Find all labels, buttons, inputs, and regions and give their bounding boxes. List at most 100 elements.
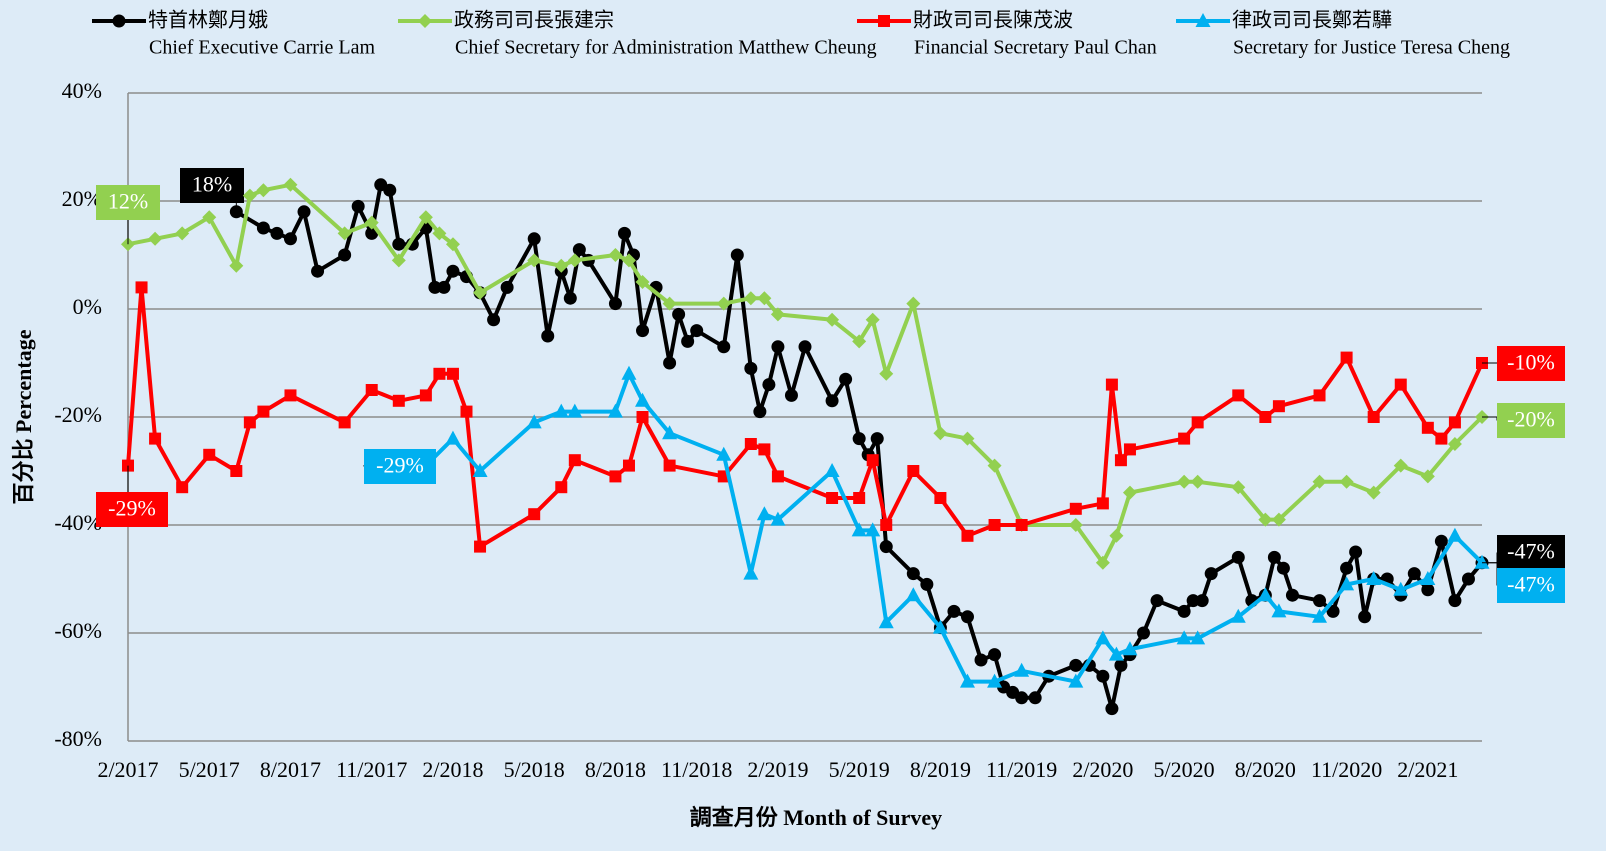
data-point [988, 648, 1002, 662]
data-point [771, 340, 785, 354]
data-point [1394, 378, 1407, 391]
data-point [1285, 588, 1299, 602]
value-label-box [96, 185, 160, 220]
data-point [203, 448, 216, 461]
data-point [961, 529, 974, 542]
data-point [270, 226, 284, 240]
data-point [635, 275, 650, 289]
x-tick-label: 5/2017 [179, 757, 240, 782]
data-point [554, 258, 569, 273]
data-point [744, 361, 758, 375]
x-tick-label: 8/2020 [1235, 757, 1296, 782]
data-point [758, 443, 771, 456]
x-tick-label: 5/2018 [504, 757, 565, 782]
y-axis-title: 百分比 Percentage [11, 329, 36, 504]
data-point [337, 226, 352, 241]
data-point [1150, 594, 1164, 608]
data-point [1231, 550, 1245, 564]
data-point [1312, 608, 1328, 623]
data-point [528, 508, 541, 521]
y-tick-label: -20% [54, 402, 102, 427]
data-point [256, 183, 271, 198]
data-point [743, 291, 758, 306]
data-point [392, 237, 406, 251]
data-point [906, 567, 920, 581]
data-point [1028, 691, 1042, 705]
data-point [1096, 497, 1109, 510]
data-point [1474, 554, 1490, 569]
data-point [1435, 432, 1448, 445]
value-label: -29% [108, 496, 156, 521]
data-point [1105, 378, 1118, 391]
legend-marker [418, 14, 432, 28]
data-point [1420, 469, 1435, 484]
data-point [297, 205, 311, 219]
label-leader [1482, 362, 1498, 364]
y-tick-label: -80% [54, 726, 102, 751]
data-point [1421, 421, 1434, 434]
data-point [1271, 603, 1287, 618]
value-label: 12% [108, 189, 148, 214]
data-point [866, 454, 879, 467]
value-label: -10% [1507, 350, 1555, 375]
data-point [690, 324, 704, 338]
data-point [959, 673, 975, 688]
data-point [433, 367, 446, 380]
value-label-box [96, 492, 168, 527]
data-point [607, 403, 623, 418]
legend-label-en: Chief Secretary for Administration Matth… [455, 37, 877, 59]
data-point [852, 432, 866, 446]
data-point [1448, 416, 1461, 429]
data-point [635, 392, 651, 407]
series [229, 178, 1489, 716]
data-point [202, 210, 217, 225]
data-point [880, 519, 893, 531]
data-point [1366, 571, 1382, 585]
data-point [568, 454, 581, 467]
data-point [1312, 474, 1327, 489]
data-point [839, 372, 853, 386]
data-point [487, 313, 501, 327]
data-point [500, 280, 514, 294]
y-tick-label: 20% [62, 186, 102, 211]
data-point [960, 610, 974, 624]
data-point [383, 183, 397, 197]
data-point [636, 411, 649, 423]
data-point [567, 253, 582, 268]
data-point [149, 432, 162, 445]
data-point [473, 285, 488, 300]
data-point [906, 296, 921, 311]
data-point [617, 226, 631, 240]
data-point [1258, 512, 1273, 527]
data-point [541, 329, 555, 343]
data-point [879, 540, 893, 554]
data-point [987, 458, 1002, 473]
data-point [878, 614, 894, 629]
data-point [428, 280, 442, 294]
y-tick-label: 40% [62, 78, 102, 103]
data-point [743, 565, 759, 580]
data-point [770, 307, 785, 322]
data-point [446, 367, 459, 380]
data-point [284, 389, 297, 402]
legend-label-en: Secretary for Justice Teresa Cheng [1233, 37, 1510, 59]
legend-marker [1195, 13, 1211, 27]
data-point [1114, 658, 1128, 672]
x-tick-label: 11/2020 [1311, 757, 1382, 782]
x-tick-label: 8/2018 [585, 757, 646, 782]
legend-label: 特首林鄭月娥 [148, 9, 268, 32]
data-point [1447, 527, 1463, 542]
data-point [865, 312, 880, 327]
series [121, 177, 1489, 570]
data-point [757, 291, 772, 306]
data-point [681, 334, 695, 348]
x-axis-title: 調查月份 Month of Survey [690, 805, 942, 830]
data-point [392, 394, 405, 407]
data-point [756, 506, 772, 521]
data-point [1447, 437, 1462, 451]
data-point [527, 232, 541, 246]
data-point [1461, 572, 1475, 586]
value-label-box [1497, 346, 1565, 381]
data-point [1195, 594, 1209, 608]
